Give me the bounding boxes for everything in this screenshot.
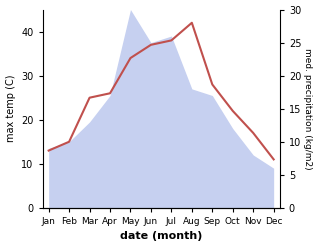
Y-axis label: max temp (C): max temp (C): [5, 75, 16, 143]
Y-axis label: med. precipitation (kg/m2): med. precipitation (kg/m2): [303, 48, 313, 169]
X-axis label: date (month): date (month): [120, 231, 202, 242]
